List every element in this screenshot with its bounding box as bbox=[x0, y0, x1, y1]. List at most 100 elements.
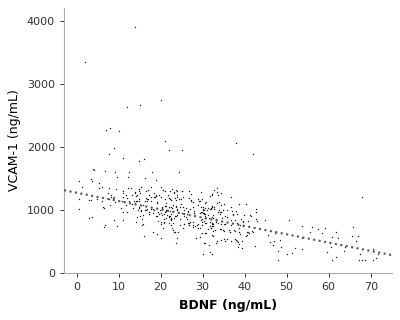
Point bbox=[156, 211, 163, 216]
Point bbox=[120, 218, 126, 223]
Point bbox=[187, 220, 193, 225]
Point bbox=[146, 210, 152, 215]
Point bbox=[153, 193, 160, 198]
Point bbox=[120, 200, 127, 205]
Point bbox=[324, 250, 331, 255]
Point bbox=[161, 217, 167, 222]
Point bbox=[168, 217, 174, 222]
Point bbox=[197, 226, 203, 231]
Point bbox=[95, 181, 102, 186]
Point bbox=[230, 211, 236, 216]
Point bbox=[186, 188, 192, 194]
Point bbox=[210, 187, 217, 192]
Point bbox=[245, 230, 252, 236]
Point bbox=[212, 220, 219, 225]
Point bbox=[238, 216, 244, 221]
Point bbox=[98, 199, 105, 204]
Point bbox=[216, 207, 222, 212]
Point bbox=[207, 219, 214, 224]
Point bbox=[210, 223, 216, 228]
Point bbox=[150, 210, 156, 215]
Point bbox=[195, 197, 201, 202]
Point bbox=[166, 205, 172, 210]
Point bbox=[140, 212, 146, 217]
Point bbox=[210, 233, 216, 238]
Point bbox=[319, 230, 326, 235]
Point bbox=[162, 196, 168, 201]
Point bbox=[213, 216, 219, 221]
Point bbox=[248, 213, 254, 219]
Point bbox=[135, 208, 141, 213]
Point bbox=[220, 207, 226, 212]
Point bbox=[232, 208, 239, 213]
Point bbox=[108, 195, 114, 200]
Point bbox=[142, 198, 148, 203]
Point bbox=[221, 222, 228, 227]
Point bbox=[210, 228, 216, 233]
Point bbox=[190, 199, 196, 204]
Point bbox=[96, 186, 102, 191]
Point bbox=[142, 207, 149, 212]
Point bbox=[239, 246, 246, 251]
Point bbox=[186, 222, 193, 227]
Point bbox=[356, 258, 362, 263]
Point bbox=[218, 238, 224, 243]
Point bbox=[265, 232, 271, 237]
Point bbox=[136, 191, 143, 196]
Point bbox=[162, 210, 168, 215]
Point bbox=[244, 233, 250, 238]
Point bbox=[159, 212, 166, 218]
Point bbox=[228, 204, 234, 210]
Point bbox=[227, 223, 234, 228]
Point bbox=[210, 213, 216, 218]
Point bbox=[89, 214, 96, 219]
Point bbox=[276, 237, 283, 242]
Point bbox=[110, 195, 117, 200]
Point bbox=[164, 213, 170, 218]
Point bbox=[201, 241, 207, 246]
Point bbox=[217, 227, 223, 232]
Point bbox=[214, 200, 220, 205]
Point bbox=[215, 210, 222, 215]
Point bbox=[111, 199, 118, 204]
Point bbox=[237, 222, 244, 228]
Point bbox=[160, 188, 166, 193]
Point bbox=[172, 204, 179, 209]
Point bbox=[272, 230, 279, 236]
Point bbox=[179, 189, 185, 194]
Point bbox=[76, 197, 82, 202]
Point bbox=[101, 205, 107, 211]
Point bbox=[329, 258, 335, 263]
Point bbox=[235, 244, 242, 250]
Point bbox=[185, 221, 192, 226]
Point bbox=[209, 193, 215, 198]
Point bbox=[207, 249, 214, 254]
Point bbox=[159, 204, 166, 210]
Point bbox=[108, 192, 114, 197]
Point bbox=[135, 204, 142, 210]
Point bbox=[162, 138, 168, 143]
Point bbox=[228, 217, 235, 222]
Point bbox=[150, 206, 157, 211]
Point bbox=[199, 230, 205, 235]
Point bbox=[192, 223, 199, 228]
Point bbox=[120, 195, 127, 200]
Point bbox=[163, 209, 169, 214]
Point bbox=[252, 244, 258, 249]
Point bbox=[152, 195, 158, 200]
Point bbox=[169, 226, 175, 231]
Point bbox=[188, 198, 194, 203]
Point bbox=[208, 192, 215, 197]
Point bbox=[208, 232, 215, 237]
Point bbox=[218, 203, 224, 208]
Point bbox=[103, 127, 109, 132]
Point bbox=[174, 207, 180, 212]
Point bbox=[209, 221, 216, 226]
Point bbox=[224, 215, 230, 220]
Point bbox=[253, 210, 260, 215]
Point bbox=[178, 202, 184, 207]
Point bbox=[112, 187, 119, 192]
Point bbox=[221, 213, 228, 219]
Point bbox=[184, 216, 190, 221]
Point bbox=[163, 209, 169, 214]
